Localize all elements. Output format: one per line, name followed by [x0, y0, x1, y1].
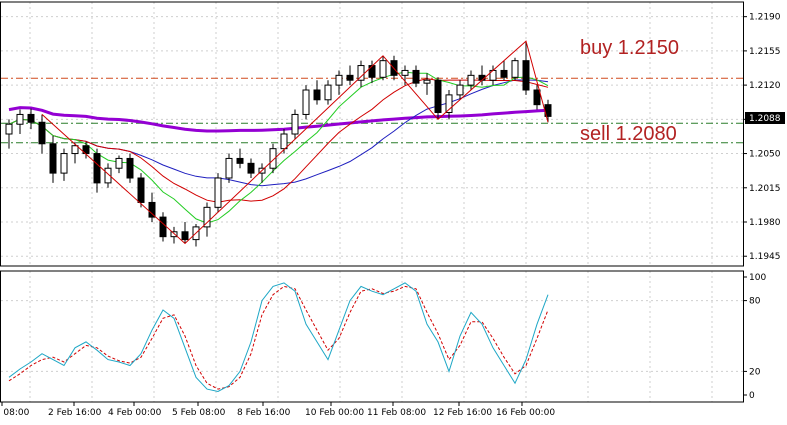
price-tick-label: 1.2050: [749, 150, 781, 160]
price-tick-label: 1.1945: [749, 252, 781, 262]
time-tick-label: 5 Feb 08:00: [172, 408, 226, 418]
candle-bear: [49, 143, 57, 174]
candle-bull: [280, 133, 288, 150]
ma-thick-line: [8, 106, 549, 133]
stoch-grid: [1, 271, 743, 402]
stoch-tick-label: 80: [749, 297, 761, 307]
candle-bear: [533, 89, 541, 106]
candle-bear: [93, 153, 101, 184]
candle-bull: [214, 177, 222, 208]
stoch-axis: 100 80 20 0: [743, 273, 766, 401]
candle-bear: [247, 162, 255, 174]
time-tick-label: 2 Feb 08:00: [0, 408, 30, 418]
stoch-panel-frame: [0, 270, 744, 403]
candle-bull: [302, 89, 310, 115]
stoch-tick-label: 20: [749, 367, 761, 377]
candle-bear: [148, 201, 156, 218]
candle-bull: [104, 167, 112, 184]
current-price-tag: [745, 112, 785, 124]
candle-bull: [203, 206, 211, 228]
candle-bull: [115, 157, 123, 169]
time-tick-label: 11 Feb 08:00: [367, 408, 426, 418]
candle-bear: [313, 89, 321, 101]
candle-bear: [181, 231, 189, 241]
price-tick-label: 1.2155: [749, 47, 781, 57]
stoch-signal-line: [8, 285, 549, 390]
candle-bull: [291, 113, 299, 135]
candle-bear: [38, 121, 46, 145]
candle-bear: [434, 79, 442, 113]
candle-bear: [126, 157, 134, 179]
candle-bull: [379, 60, 387, 78]
candle-bull: [357, 65, 365, 81]
candle-bull: [16, 113, 24, 125]
candle-bull: [335, 74, 343, 86]
price-tick-label: 1.1980: [749, 218, 781, 228]
candle-bear: [500, 69, 508, 78]
candle-bear: [368, 65, 376, 78]
stoch-tick-label: 0: [749, 391, 755, 401]
price-tick-label: 1.2120: [749, 81, 781, 91]
candle-bull: [423, 79, 431, 84]
time-tick-label: 10 Feb 00:00: [305, 408, 364, 418]
ma-red-line: [8, 78, 549, 203]
candle-bear: [159, 216, 167, 238]
time-tick-label: 4 Feb 00:00: [108, 408, 162, 418]
candle-bear: [412, 69, 420, 84]
candle-bear: [522, 60, 530, 91]
candle-bear: [236, 157, 244, 164]
candle-bull: [456, 84, 464, 96]
candle-bull: [225, 157, 233, 179]
candle-bull: [401, 69, 409, 76]
time-tick-label: 2 Feb 16:00: [48, 408, 102, 418]
candle-bull: [5, 123, 13, 135]
candle-bull: [60, 153, 68, 174]
candle-bull: [71, 145, 79, 155]
time-tick-label: 12 Feb 16:00: [433, 408, 492, 418]
stoch-main-line: [8, 282, 549, 393]
candle-bull: [269, 148, 277, 169]
annotation-sell: sell 1.2080: [580, 123, 677, 145]
candle-bull: [445, 94, 453, 113]
candle-bear: [346, 74, 354, 81]
candle-bull: [511, 60, 519, 78]
time-tick-label: 16 Feb 00:00: [496, 408, 555, 418]
time-tick-label: 8 Feb 16:00: [237, 408, 291, 418]
price-tick-label: 1.2015: [749, 184, 781, 194]
price-tick-label: 1.2190: [749, 13, 781, 23]
time-axis: 2 Feb 08:00 2 Feb 16:00 4 Feb 00:00 5 Feb 0…: [0, 402, 555, 418]
candle-bear: [137, 177, 145, 203]
candle-bull: [324, 84, 332, 101]
zigzag-line: [41, 40, 549, 245]
price-panel-frame: [0, 1, 744, 267]
current-price-label: 1.2088: [749, 114, 781, 124]
stoch-tick-label: 100: [749, 273, 766, 283]
candle-bear: [27, 113, 35, 123]
candle-bull: [467, 74, 475, 86]
stoch-lines: [8, 282, 549, 393]
price-grid: [1, 2, 743, 266]
annotation-buy: buy 1.2150: [580, 37, 679, 59]
zigzag: [41, 40, 549, 245]
